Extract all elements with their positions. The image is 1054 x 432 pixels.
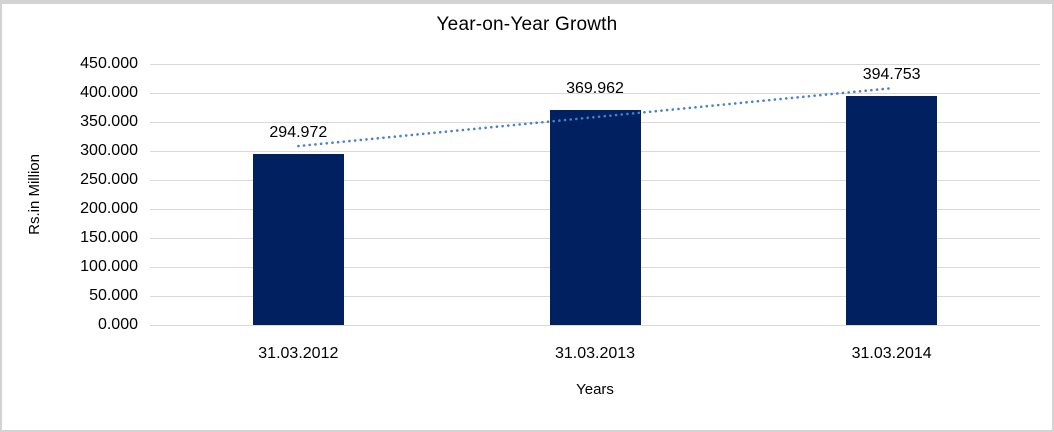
- y-tick-label: 50.000: [89, 287, 138, 304]
- bar-value-label: 294.972: [269, 123, 328, 141]
- x-tick-label: 31.03.2013: [554, 345, 636, 362]
- bar-value-label: 369.962: [566, 80, 624, 98]
- bar: [252, 153, 344, 325]
- bar-value-label: 394.753: [862, 66, 921, 84]
- x-tick-label: 31.03.2012: [258, 345, 339, 362]
- chart-title: Year-on-Year Growth: [436, 14, 618, 35]
- y-tick-label: 150.000: [80, 229, 138, 246]
- x-axis-title: Years: [576, 381, 614, 398]
- y-tick-label: 400.000: [80, 84, 138, 101]
- x-tick-label: 31.03.2014: [851, 345, 932, 362]
- gridline: [150, 63, 1040, 65]
- y-tick-label: 0.000: [97, 316, 138, 333]
- y-tick-label: 200.000: [80, 200, 138, 217]
- gridline: [150, 324, 1040, 326]
- y-tick-label: 450.000: [80, 55, 138, 72]
- bar: [846, 96, 938, 325]
- bar: [549, 110, 641, 325]
- y-tick-label: 350.000: [80, 113, 138, 130]
- y-axis-title-container: Rs.in Million: [26, 64, 43, 325]
- y-tick-label: 250.000: [80, 171, 138, 188]
- y-tick-label: 100.000: [80, 258, 138, 275]
- y-tick-label: 300.000: [80, 142, 138, 159]
- y-axis-title: Rs.in Million: [26, 154, 43, 235]
